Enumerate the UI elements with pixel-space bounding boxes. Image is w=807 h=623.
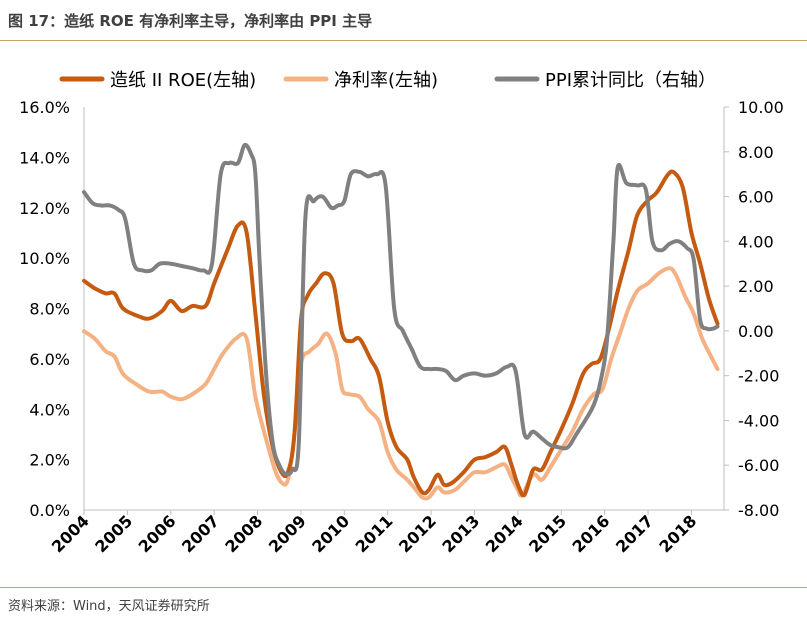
top-divider: [0, 40, 807, 41]
right-tick-label: -4.00: [738, 411, 779, 430]
left-axis: 0.0% 2.0% 4.0% 6.0% 8.0% 10.0% 12.0% 14.0% 16.0%: [19, 98, 70, 520]
x-axis: 2004200520062007200820092010201120122013…: [48, 510, 700, 556]
x-tick-label: 2009: [265, 511, 310, 556]
x-tick-label: 2005: [91, 511, 136, 556]
right-axis: -8.00 -6.00 -4.00 -2.00 0.00 2.00 4.00 6.00 8.00…: [724, 98, 784, 520]
x-tick-label: 2008: [221, 511, 266, 556]
legend-label-0: 造纸 II ROE(左轴): [110, 70, 256, 91]
x-tick-label: 2016: [569, 511, 614, 556]
legend: 造纸 II ROE(左轴) 净利率(左轴) PPI累计同比（右轴）: [59, 70, 716, 91]
series-line-1: [82, 266, 720, 501]
right-tick-label: 10.00: [738, 98, 784, 117]
left-tick-label: 16.0%: [19, 98, 70, 117]
bottom-divider: [0, 587, 807, 588]
legend-label-2: PPI累计同比（右轴）: [545, 70, 716, 91]
left-tick-label: 2.0%: [29, 451, 70, 470]
series-line-2: [82, 142, 720, 477]
right-tick-label: -8.00: [738, 501, 779, 520]
source-note: 资料来源：Wind，天风证券研究所: [8, 599, 210, 614]
right-tick-label: 8.00: [738, 143, 774, 162]
x-tick-label: 2010: [308, 511, 353, 556]
legend-label-1: 净利率(左轴): [334, 70, 438, 91]
right-tick-label: 2.00: [738, 277, 774, 296]
left-tick-label: 14.0%: [19, 148, 70, 167]
axis-lines: [83, 107, 725, 511]
x-tick-label: 2017: [612, 511, 657, 556]
left-tick-label: 4.0%: [29, 400, 70, 419]
series-line-0: [82, 169, 720, 498]
right-tick-label: -2.00: [738, 367, 779, 386]
x-tick-label: 2006: [135, 511, 180, 556]
x-tick-label: 2012: [395, 511, 440, 556]
left-tick-label: 12.0%: [19, 199, 70, 218]
left-tick-label: 0.0%: [29, 501, 70, 520]
x-tick-label: 2011: [352, 511, 397, 556]
left-tick-label: 6.0%: [29, 350, 70, 369]
right-tick-label: 0.00: [738, 322, 774, 341]
x-tick-label: 2014: [482, 511, 527, 556]
series-lines: [82, 142, 720, 501]
right-tick-label: 4.00: [738, 232, 774, 251]
right-tick-label: 6.00: [738, 188, 774, 207]
chart-title: 图 17：造纸 ROE 有净利率主导，净利率由 PPI 主导: [8, 12, 373, 30]
x-tick-label: 2015: [525, 511, 570, 556]
right-tick-label: -6.00: [738, 456, 779, 475]
x-tick-label: 2013: [438, 511, 483, 556]
left-tick-label: 10.0%: [19, 249, 70, 268]
line-chart: 0.0% 2.0% 4.0% 6.0% 8.0% 10.0% 12.0% 14.0% 16.0%…: [19, 70, 784, 556]
x-tick-label: 2007: [178, 511, 223, 556]
x-tick-label: 2018: [655, 511, 700, 556]
left-tick-label: 8.0%: [29, 300, 70, 319]
